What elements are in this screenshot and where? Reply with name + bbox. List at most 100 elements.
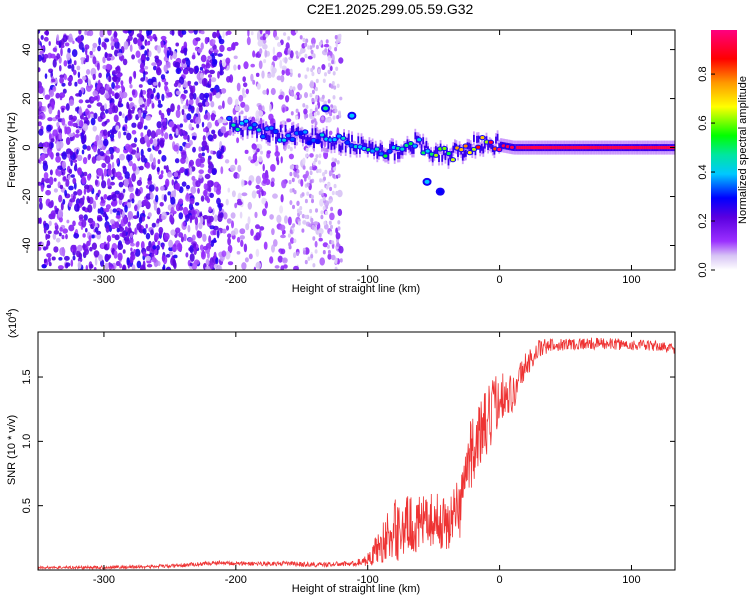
spectrogram-cell [173, 82, 178, 88]
spectrogram-cell [45, 243, 49, 250]
spectrogram-cell [484, 140, 489, 144]
spectrogram-cell [330, 142, 333, 150]
spectrogram-cell [133, 249, 136, 254]
spectrogram-cell [114, 92, 120, 99]
snr-panel: -300 -200 -100 0 100 0.5 1.0 1.5 Height of str… [5, 308, 676, 595]
spectrogram-cell [200, 54, 207, 63]
spectrogram-cell [55, 152, 60, 157]
spectrogram-cell [493, 147, 498, 151]
spectrogram-cell [126, 202, 132, 209]
spectrogram-cell [262, 208, 267, 217]
spectrogram-cell [44, 94, 51, 100]
spectrogram-cell [379, 143, 382, 151]
spectrogram-cell [289, 50, 294, 59]
spectrogram-cell [198, 174, 203, 179]
spectrogram-cell [306, 182, 310, 187]
spectrogram-cell [336, 114, 340, 120]
spectrogram-cell [48, 133, 52, 141]
spectrogram-cell [209, 192, 214, 198]
spectrogram-cell [294, 138, 296, 145]
spectrogram-cell [310, 217, 314, 223]
spectrogram-cell [311, 128, 314, 136]
spectrogram-cell [126, 132, 132, 141]
spectrogram-cell [113, 250, 118, 259]
spectrogram-cell [142, 251, 147, 257]
spectrogram-cell [324, 72, 327, 77]
spectrogram-cell [62, 228, 68, 234]
spectrogram-cell [302, 250, 306, 255]
spectrogram-cell [465, 149, 467, 157]
spectrogram-cell [245, 223, 250, 231]
spectrogram-cell [311, 224, 315, 230]
spectrogram-cell [207, 55, 211, 60]
spectrogram-cell [65, 262, 71, 267]
spectrogram-cell [89, 263, 94, 269]
spectrogram-cell [516, 146, 519, 150]
spectrogram-cell [188, 202, 194, 211]
spectrogram-cell [81, 149, 85, 155]
spectrogram-cell [235, 120, 238, 128]
spectrogram-cell [77, 71, 81, 79]
spectrogram-cell [105, 150, 110, 155]
spectrogram-cell [270, 87, 276, 96]
spectrogram-cell [285, 95, 290, 103]
spectrogram-cell [169, 50, 174, 56]
spectrogram-cell [122, 126, 126, 131]
spectrogram-cell [280, 74, 285, 83]
spectrogram-cell [106, 57, 112, 61]
spectrogram-cell [210, 77, 217, 83]
spectrogram-cell [131, 89, 136, 96]
spectrogram-cell [178, 145, 183, 152]
spectrogram-cell [200, 146, 206, 152]
spectrogram-cell [284, 57, 288, 64]
spectrogram-y-ticks: -40 -20 0 20 40 [21, 43, 675, 253]
spectrogram-cell [170, 206, 175, 214]
spectrogram-cell [268, 135, 271, 143]
spectrogram-cell [61, 82, 66, 87]
spectrogram-cell [148, 50, 152, 58]
y-tick-label: 40 [21, 43, 33, 55]
spectrogram-cell [59, 247, 66, 256]
spectrogram-cell [188, 123, 193, 131]
spectrogram-cell [603, 146, 606, 150]
spectrogram-cell [252, 50, 256, 58]
spectrogram-cell [48, 150, 53, 158]
spectrogram-cell [292, 86, 296, 91]
spectrogram-cell [247, 216, 251, 225]
spectrogram-cell [615, 146, 618, 150]
spectrogram-cell [264, 49, 268, 58]
spectrogram-cell [283, 32, 287, 36]
spectrogram-cell [67, 47, 71, 54]
spectrogram-cell [93, 250, 100, 258]
spectrogram-cell [498, 143, 501, 151]
spectrogram-cell [318, 190, 322, 196]
spectrogram-cell [107, 131, 111, 138]
spectrogram-cell [99, 132, 103, 140]
spectrogram-cell [331, 81, 335, 86]
spectrogram-cell [178, 130, 182, 135]
spectrogram-cell [56, 53, 61, 60]
spectrogram-cell [148, 184, 155, 192]
spectrogram-cell [334, 35, 338, 40]
spectrogram-cell [93, 96, 99, 100]
spectrogram-cell [41, 106, 45, 112]
spectrogram-x-label: Height of straight line (km) [292, 283, 420, 295]
spectrogram-cell [76, 65, 81, 70]
spectrogram-cell [102, 212, 107, 218]
spectrogram-cell [158, 81, 161, 88]
spectrogram-cell [182, 130, 186, 135]
spectrogram-cell [48, 176, 54, 186]
spectrogram-cell [110, 219, 115, 224]
spectrogram-cell [210, 112, 216, 121]
spectrogram-x-ticks: -300 -200 -100 0 100 [93, 30, 641, 286]
spectrogram-cell [487, 143, 489, 150]
spectrogram-cell [290, 237, 295, 244]
spectrogram-cell [155, 194, 159, 203]
spectrogram-cell [309, 108, 313, 114]
spectrogram-cell [311, 37, 316, 46]
spectrogram-cell [77, 78, 83, 85]
spectrogram-cell [237, 198, 242, 203]
spectrogram-cell [181, 94, 187, 100]
spectrogram-cell [233, 64, 237, 71]
